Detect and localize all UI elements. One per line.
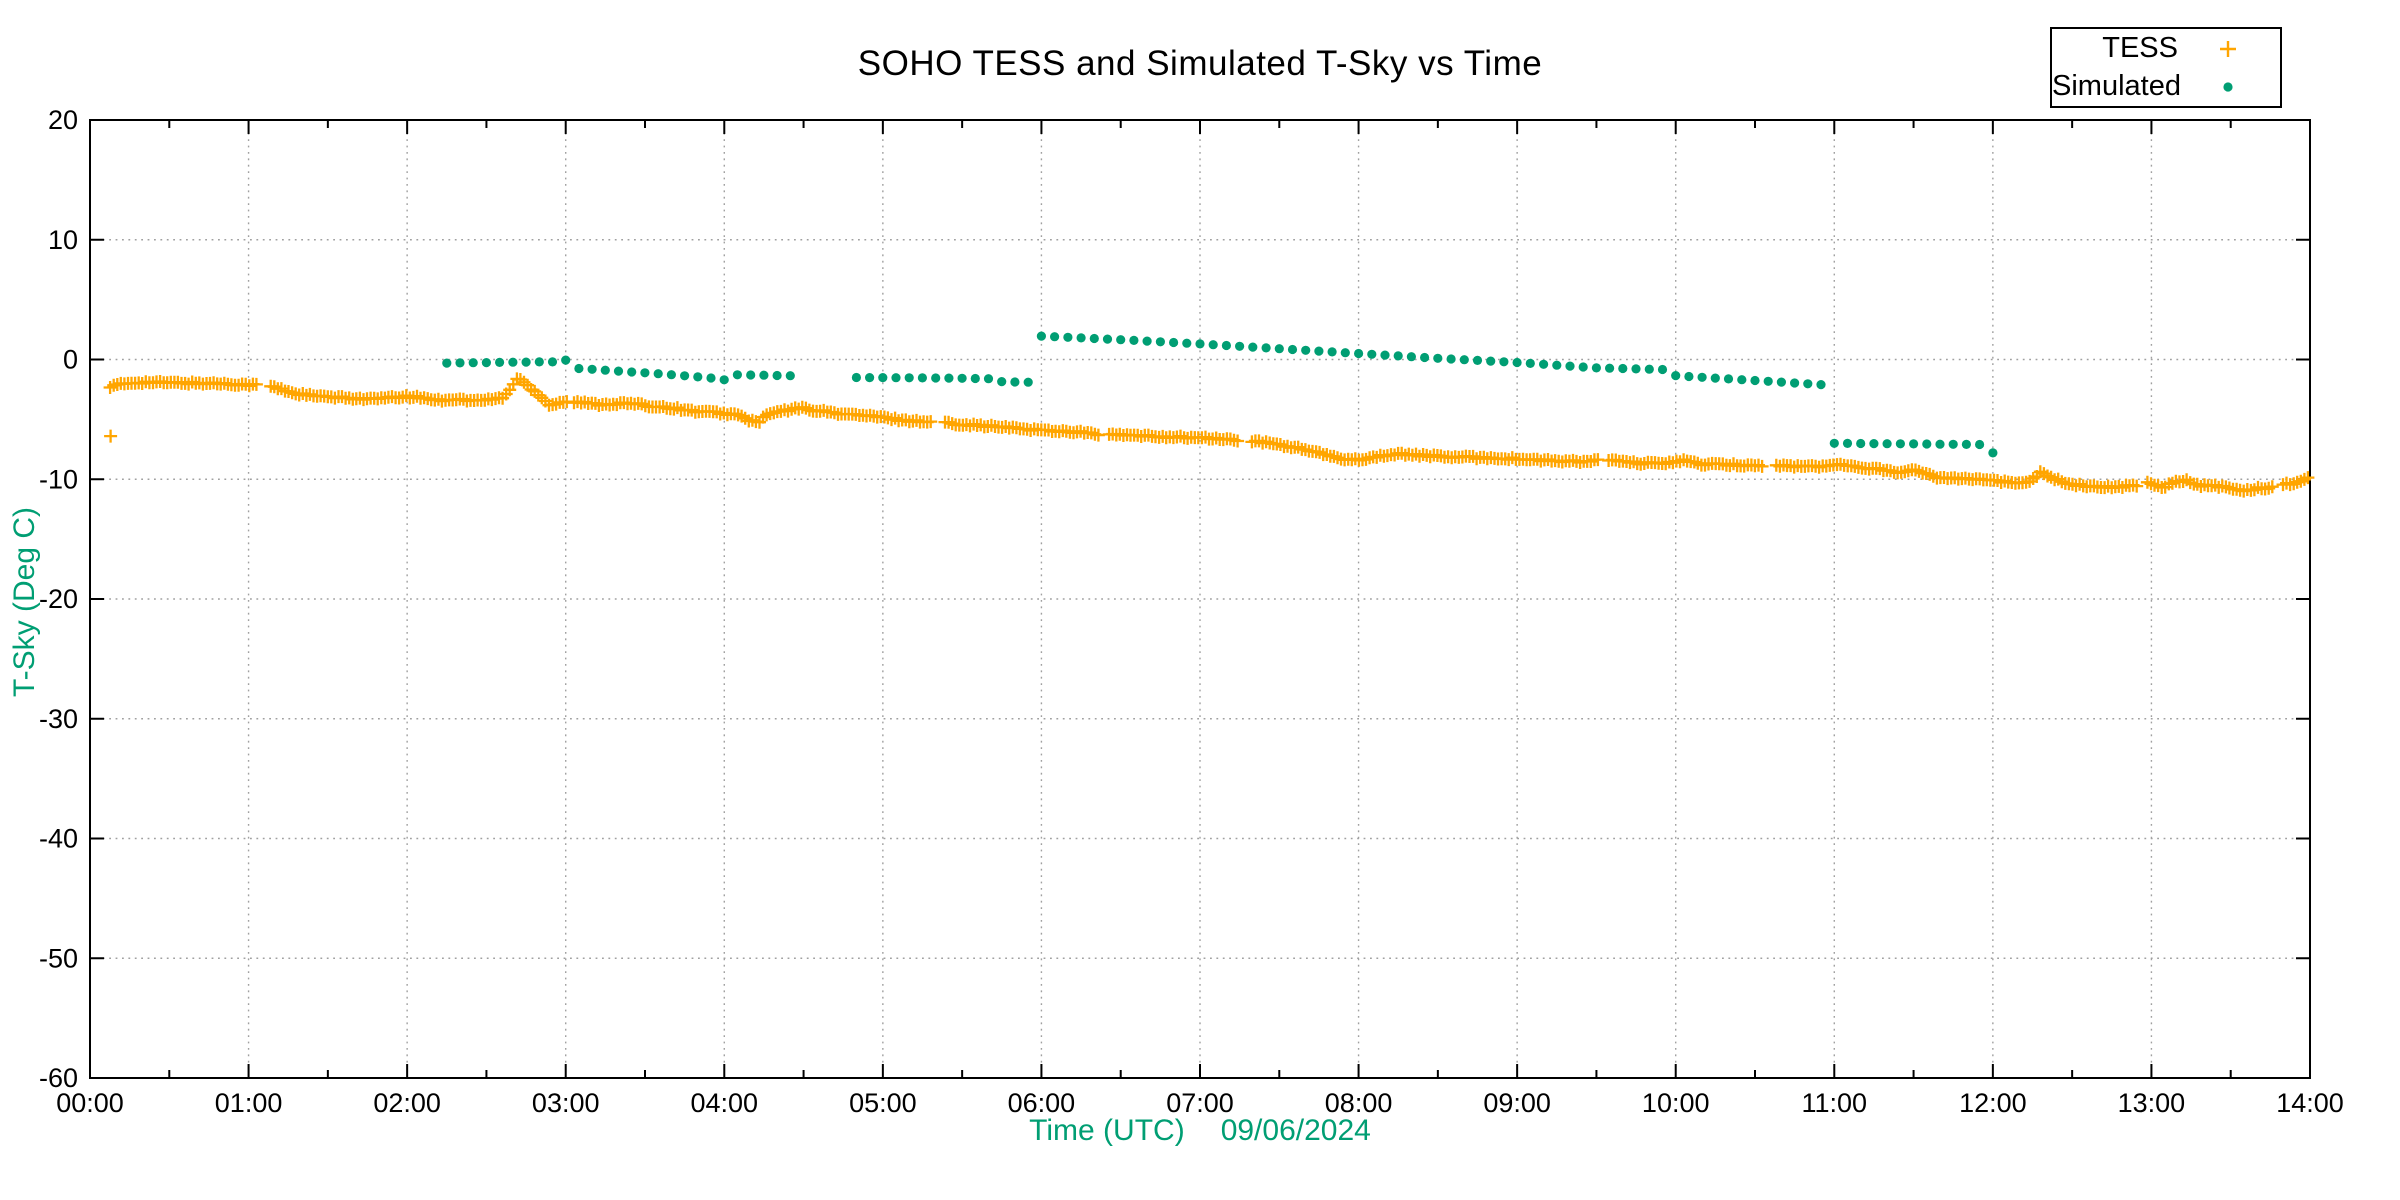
- svg-text:11:00: 11:00: [1802, 1088, 1868, 1118]
- svg-text:06:00: 06:00: [1008, 1088, 1076, 1118]
- svg-text:03:00: 03:00: [532, 1088, 600, 1118]
- svg-text:0: 0: [63, 345, 78, 375]
- dot-marker-icon: [2178, 74, 2278, 100]
- series-tess: [103, 372, 2315, 498]
- legend-row-tess: TESS: [2052, 30, 2280, 68]
- svg-text:-30: -30: [39, 704, 78, 734]
- svg-text:07:00: 07:00: [1166, 1088, 1234, 1118]
- svg-text:-20: -20: [39, 584, 78, 614]
- grid: [89, 119, 2311, 1079]
- x-axis-label: Time (UTC) 09/06/2024: [90, 1114, 2310, 1148]
- svg-text:10: 10: [48, 225, 78, 255]
- x-axis-label-text: Time (UTC): [1029, 1114, 1185, 1147]
- svg-text:-50: -50: [39, 943, 78, 973]
- legend-label-simulated: Simulated: [2052, 70, 2181, 102]
- svg-text:08:00: 08:00: [1325, 1088, 1393, 1118]
- svg-text:04:00: 04:00: [690, 1088, 758, 1118]
- legend: TESS Simulated: [2050, 27, 2282, 108]
- x-tick-labels: 00:00 01:00 02:00 03:00 04:00 05:00 06:00 07:00…: [56, 1088, 2344, 1118]
- plus-marker-icon: [2178, 36, 2278, 62]
- chart-title: SOHO TESS and Simulated T-Sky vs Time: [857, 44, 1543, 83]
- svg-text:02:00: 02:00: [373, 1088, 441, 1118]
- plot-border: [89, 119, 2311, 1079]
- series-simulated: [442, 331, 1998, 458]
- x-axis-date: 09/06/2024: [1220, 1114, 1371, 1147]
- legend-label-tess: TESS: [2102, 32, 2178, 64]
- svg-text:00:00: 00:00: [56, 1088, 124, 1118]
- svg-text:20: 20: [48, 105, 78, 135]
- svg-text:13:00: 13:00: [2118, 1088, 2186, 1118]
- svg-text:-40: -40: [39, 824, 78, 854]
- svg-text:14:00: 14:00: [2276, 1088, 2344, 1118]
- svg-text:09:00: 09:00: [1483, 1088, 1551, 1118]
- svg-text:-10: -10: [39, 464, 78, 494]
- svg-text:-60: -60: [39, 1063, 78, 1093]
- svg-text:05:00: 05:00: [849, 1088, 917, 1118]
- y-tick-labels: 20 10 0 -10 -20 -30 -40 -50 -60: [39, 105, 78, 1093]
- legend-row-simulated: Simulated: [2052, 68, 2280, 106]
- svg-text:01:00: 01:00: [215, 1088, 283, 1118]
- svg-text:12:00: 12:00: [1959, 1088, 2027, 1118]
- svg-text:10:00: 10:00: [1642, 1088, 1710, 1118]
